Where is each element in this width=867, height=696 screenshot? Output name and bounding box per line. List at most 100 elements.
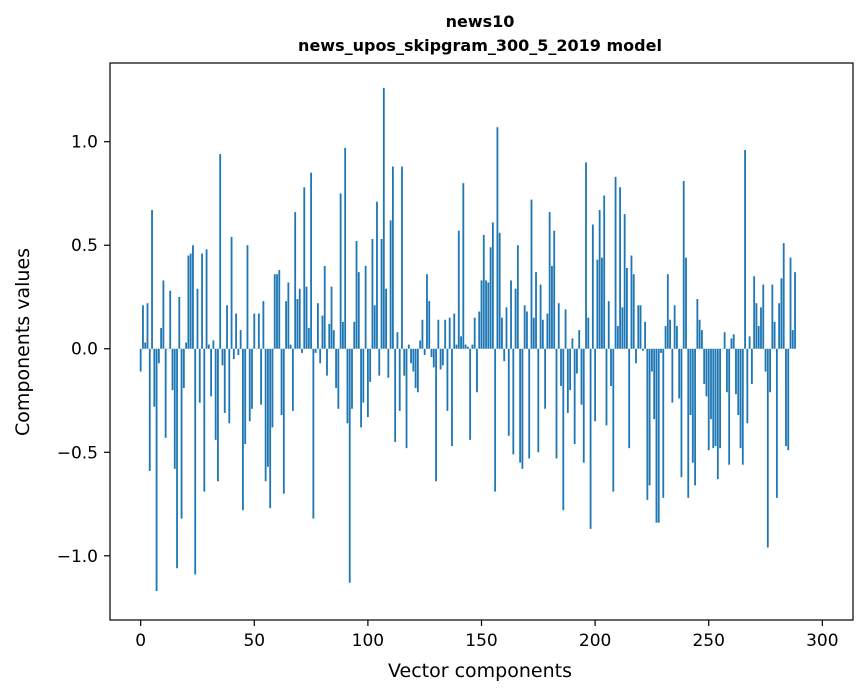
bar-108: [385, 288, 387, 349]
bar-47: [246, 245, 249, 349]
bar-78: [316, 303, 319, 349]
bar-154: [489, 247, 492, 349]
bar-215: [628, 348, 631, 449]
x-tick-label: 200: [579, 631, 611, 651]
bar-105: [378, 348, 381, 376]
bar-85: [332, 330, 335, 349]
bar-117: [405, 348, 408, 449]
bar-58: [271, 348, 274, 428]
bar-250: [707, 348, 710, 451]
x-axis-label: Vector components: [388, 660, 572, 682]
bar-164: [512, 348, 515, 455]
bar-84: [330, 286, 333, 349]
bar-76: [312, 348, 315, 519]
bar-247: [700, 330, 703, 349]
bar-225: [651, 348, 653, 372]
bar-261: [732, 334, 735, 349]
bar-162: [507, 348, 510, 436]
bar-series: [139, 87, 796, 592]
bar-163: [510, 280, 512, 349]
bar-212: [621, 307, 624, 349]
bar-50: [253, 313, 256, 349]
bar-32: [212, 340, 215, 349]
bar-14: [171, 348, 174, 391]
bar-197: [587, 317, 590, 349]
bar-179: [546, 313, 549, 349]
y-axis-ticks: −1.0 −0.5 0.0 0.5 1.0: [57, 133, 110, 567]
bar-129: [432, 348, 435, 368]
bar-18: [180, 348, 183, 519]
bar-60: [276, 274, 278, 349]
bar-111: [391, 166, 394, 349]
bar-286: [789, 257, 792, 349]
bar-217: [632, 274, 635, 349]
bar-191: [573, 348, 576, 444]
bar-150: [480, 280, 483, 349]
bar-106: [380, 239, 383, 349]
bar-207: [610, 348, 612, 387]
bar-284: [785, 348, 787, 447]
bar-262: [735, 348, 737, 395]
x-tick-label: 300: [806, 631, 838, 651]
bar-258: [725, 348, 728, 393]
bar-263: [737, 348, 740, 416]
bar-59: [273, 274, 276, 349]
bar-237: [678, 348, 681, 399]
bar-123: [419, 340, 422, 349]
bar-27: [201, 253, 203, 349]
bar-28: [203, 348, 206, 492]
bar-53: [260, 348, 263, 405]
bar-42: [235, 313, 238, 349]
bar-45: [242, 348, 244, 511]
bar-21: [187, 255, 190, 349]
bar-151: [482, 234, 485, 349]
bar-74: [307, 328, 310, 349]
bar-153: [487, 282, 490, 349]
bar-98: [362, 348, 365, 403]
bar-196: [585, 162, 587, 349]
x-tick-label: 50: [243, 631, 265, 651]
bar-206: [607, 301, 610, 349]
bar-100: [366, 348, 369, 418]
bar-222: [644, 321, 647, 349]
bar-174: [535, 272, 537, 349]
bar-239: [682, 181, 685, 349]
bar-55: [264, 348, 267, 482]
bar-7: [155, 348, 158, 592]
bar-275: [764, 348, 767, 372]
bar-34: [217, 348, 219, 482]
bar-244: [694, 348, 696, 486]
bar-89: [341, 321, 344, 349]
bar-156: [494, 348, 497, 492]
bar-185: [560, 348, 562, 387]
bar-131: [437, 319, 440, 349]
bar-86: [335, 348, 337, 389]
bar-145: [469, 348, 472, 440]
bar-109: [387, 348, 390, 378]
bar-259: [728, 348, 731, 465]
bar-48: [248, 348, 251, 422]
bar-62: [280, 348, 283, 416]
bar-232: [666, 274, 669, 349]
bar-69: [296, 299, 299, 349]
bar-29: [205, 249, 208, 349]
bar-135: [446, 348, 449, 411]
bar-73: [305, 286, 308, 349]
bar-203: [601, 257, 603, 349]
bar-92: [348, 348, 351, 583]
bar-267: [746, 348, 749, 424]
bar-46: [244, 348, 247, 444]
bar-6: [153, 348, 156, 407]
bar-209: [614, 176, 617, 349]
bar-136: [448, 317, 451, 349]
bar-112: [394, 348, 397, 442]
bar-235: [673, 305, 676, 349]
bar-181: [551, 265, 553, 349]
bar-66: [289, 344, 292, 349]
bar-180: [548, 212, 551, 349]
bar-204: [603, 195, 606, 349]
bar-273: [760, 307, 762, 349]
bar-13: [169, 290, 172, 349]
bar-113: [396, 332, 399, 349]
bar-22: [189, 253, 192, 349]
